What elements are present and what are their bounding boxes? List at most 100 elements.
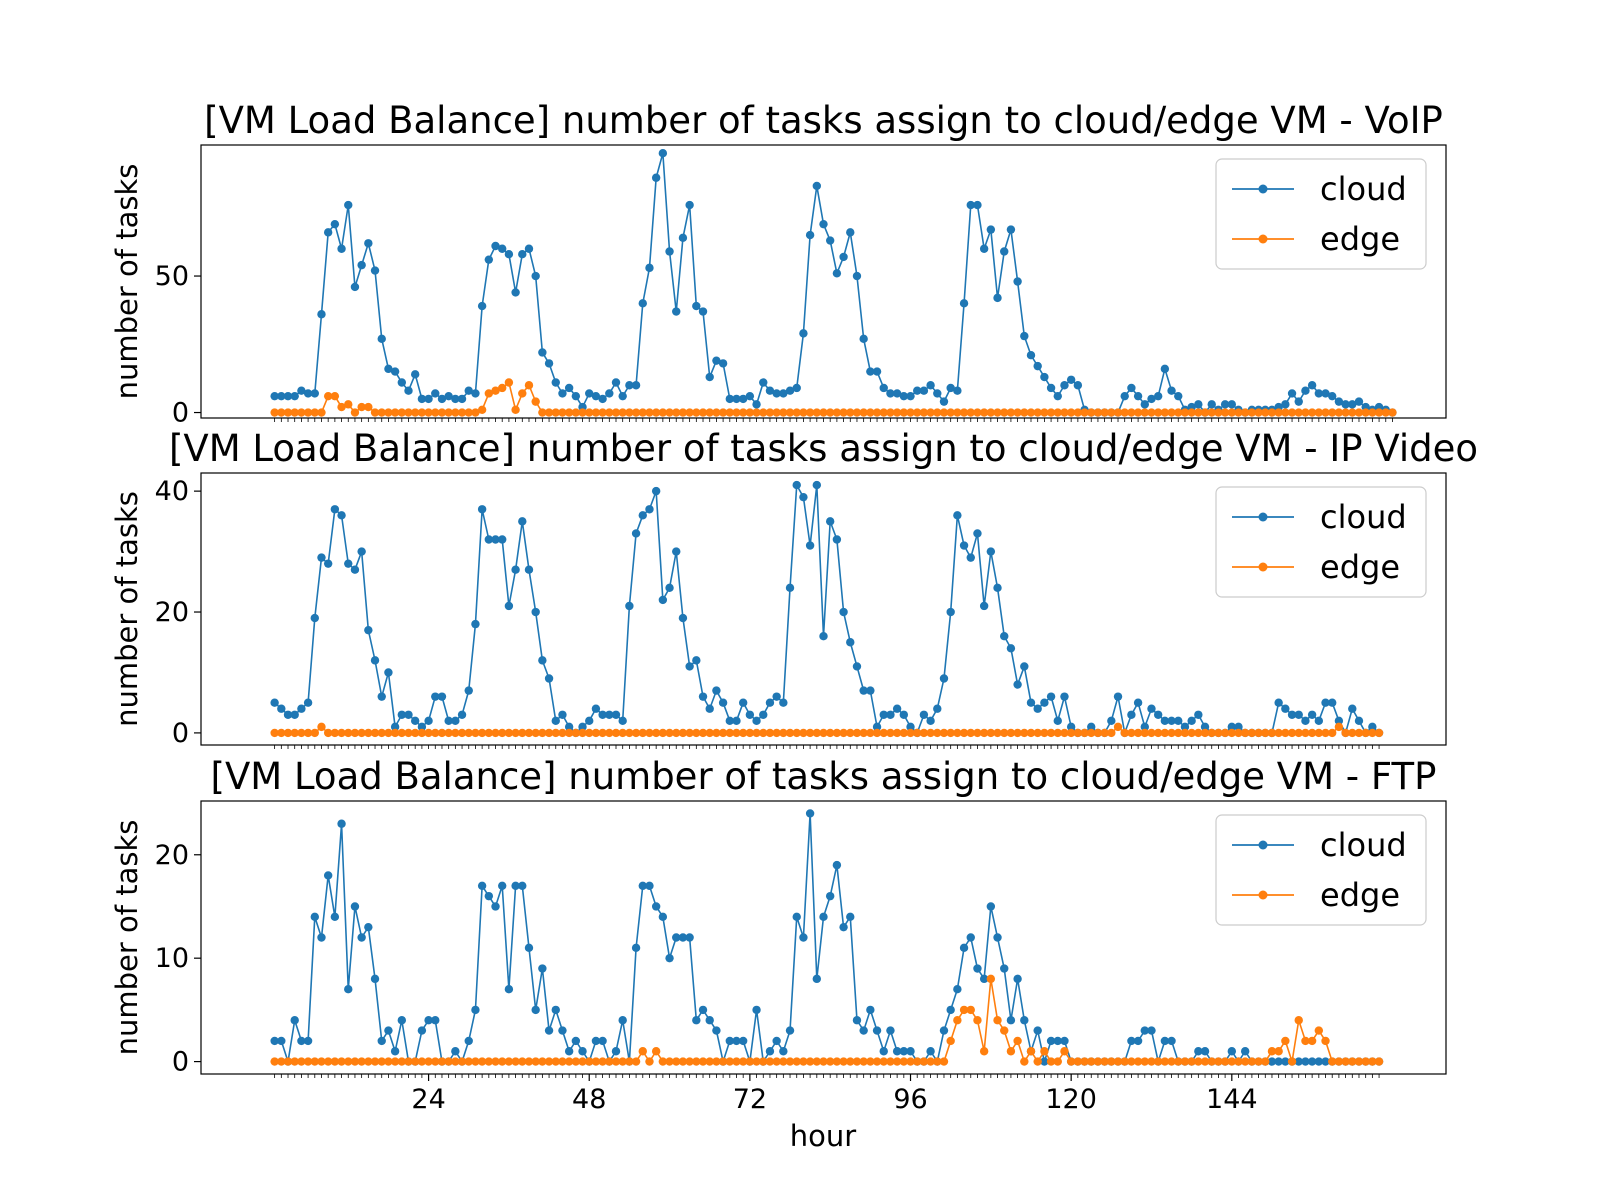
data-point-edge [1026, 1047, 1036, 1056]
data-point-cloud [705, 372, 714, 382]
data-point-edge [986, 728, 996, 738]
data-point-edge [799, 408, 808, 417]
data-point-edge [946, 408, 955, 417]
data-point-edge [738, 728, 748, 738]
series-edge [270, 974, 1384, 1066]
data-point-edge [317, 408, 326, 417]
data-point-edge [1274, 1047, 1283, 1056]
data-point-cloud [1033, 1026, 1042, 1035]
x-tick-label: 48 [572, 1084, 606, 1115]
data-point-edge [919, 408, 929, 417]
data-point-edge [605, 728, 614, 738]
data-point-cloud [946, 1005, 955, 1015]
data-point-cloud [357, 547, 366, 556]
data-point-cloud [1227, 722, 1237, 732]
data-point-edge [919, 1057, 929, 1066]
data-point-edge [792, 1057, 801, 1066]
data-point-cloud [979, 974, 989, 984]
data-point-cloud [1026, 351, 1036, 360]
data-point-edge [344, 400, 353, 409]
data-point-edge [1153, 728, 1163, 738]
x-tick-label: 96 [893, 1084, 927, 1115]
data-point-cloud [444, 716, 453, 726]
data-point-edge [879, 408, 888, 417]
data-point-cloud [665, 247, 674, 256]
data-point-cloud [732, 1036, 741, 1046]
data-point-edge [1066, 728, 1076, 738]
data-point-cloud [1013, 277, 1022, 286]
data-point-cloud [692, 301, 701, 311]
data-point-cloud [638, 299, 647, 308]
data-point-cloud [1301, 1057, 1310, 1066]
data-point-cloud [471, 1005, 480, 1015]
data-point-edge [872, 728, 882, 738]
data-point-edge [377, 728, 386, 738]
data-point-cloud [1147, 704, 1156, 713]
data-point-edge [464, 408, 473, 417]
data-point-cloud [799, 492, 808, 502]
data-point-cloud [1167, 716, 1176, 726]
data-point-cloud [946, 383, 955, 393]
data-point-edge [585, 728, 594, 738]
data-point-edge [926, 728, 935, 738]
data-point-cloud [1194, 400, 1203, 409]
data-point-cloud [959, 541, 969, 550]
data-point-cloud [993, 933, 1002, 942]
data-point-cloud [1307, 710, 1317, 719]
data-point-cloud [571, 391, 581, 401]
data-point-edge [658, 1057, 668, 1066]
data-point-cloud [1066, 722, 1076, 732]
data-point-cloud [759, 378, 768, 387]
data-point-edge [290, 1057, 299, 1066]
data-point-cloud [866, 367, 875, 376]
data-point-edge [725, 1057, 734, 1066]
data-point-cloud [618, 391, 627, 401]
data-point-edge [631, 728, 641, 738]
data-point-edge [1354, 408, 1364, 417]
data-point-edge [270, 408, 279, 417]
data-point-edge [390, 728, 400, 738]
data-point-edge [1013, 728, 1022, 738]
data-point-cloud [966, 200, 975, 210]
data-point-cloud [384, 364, 393, 374]
data-point-cloud [705, 1016, 714, 1025]
data-point-edge [1247, 1057, 1257, 1066]
data-point-cloud [779, 389, 788, 398]
data-point-edge [551, 1057, 560, 1066]
data-point-cloud [973, 529, 982, 538]
data-point-edge [511, 728, 520, 738]
data-point-cloud [892, 389, 902, 398]
data-point-edge [973, 1016, 982, 1025]
data-point-edge [772, 1057, 781, 1066]
data-point-cloud [370, 974, 380, 984]
data-point-edge [531, 1057, 540, 1066]
data-point-cloud [732, 394, 741, 404]
data-point-edge [323, 391, 333, 401]
data-point-edge [718, 1057, 728, 1066]
data-point-cloud [906, 722, 915, 732]
data-point-edge [866, 1057, 875, 1066]
data-point-edge [1093, 408, 1103, 417]
data-point-cloud [544, 359, 554, 368]
data-point-edge [953, 728, 962, 738]
data-point-edge [832, 728, 842, 738]
data-point-cloud [384, 668, 393, 677]
data-point-edge [1214, 728, 1223, 738]
data-point-cloud [270, 391, 279, 401]
data-point-cloud [524, 565, 534, 574]
data-point-edge [1113, 408, 1123, 417]
data-point-edge [317, 1057, 326, 1066]
data-point-cloud [1113, 692, 1123, 701]
data-point-cloud [544, 674, 554, 683]
data-point-cloud [718, 698, 728, 707]
data-point-cloud [1341, 400, 1350, 409]
data-point-edge [759, 1057, 768, 1066]
data-point-edge [1341, 1057, 1350, 1066]
data-point-edge [685, 728, 694, 738]
data-point-cloud [785, 583, 795, 593]
data-point-cloud [993, 583, 1002, 593]
data-point-cloud [591, 1036, 601, 1046]
data-point-cloud [919, 386, 929, 395]
data-point-edge [959, 1005, 969, 1015]
data-point-edge [812, 1057, 822, 1066]
